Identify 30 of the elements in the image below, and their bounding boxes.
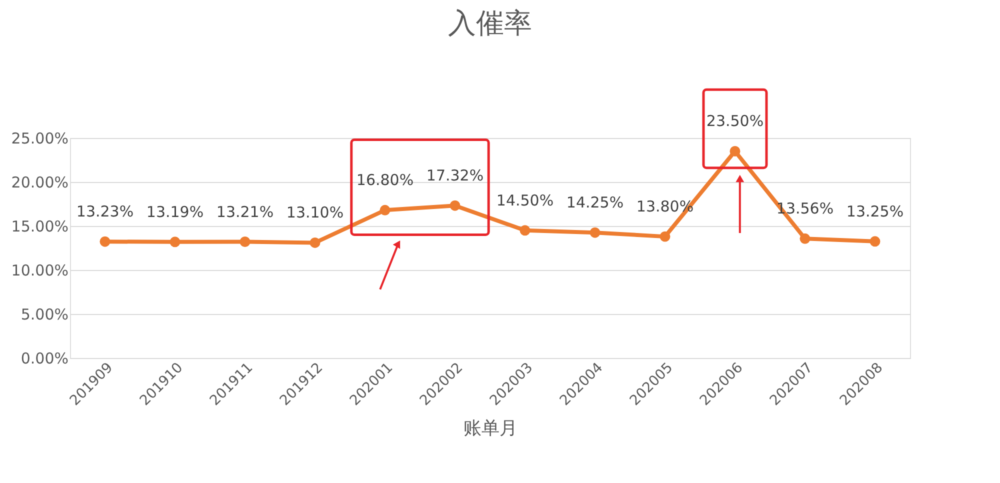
point: [870, 236, 880, 247]
y-tick-label: 0.00%: [20, 350, 68, 368]
data-label: 13.25%: [846, 202, 904, 220]
data-label: 17.32%: [426, 166, 484, 185]
y-tick-label: 10.00%: [11, 262, 68, 280]
point: [240, 236, 250, 247]
data-label: 13.23%: [76, 202, 134, 221]
point: [310, 237, 320, 248]
point: [730, 146, 740, 156]
y-tick-label: 20.00%: [11, 174, 68, 192]
data-label: 16.80%: [356, 171, 414, 190]
data-label: 23.50%: [706, 112, 764, 130]
y-tick-label: 5.00%: [20, 306, 68, 324]
point: [800, 233, 810, 244]
point: [100, 236, 110, 247]
point: [380, 204, 390, 216]
point: [450, 200, 460, 211]
data-label: 13.21%: [216, 202, 274, 221]
y-tick-label: 25.00%: [11, 130, 68, 148]
chart-title: 入催率: [448, 6, 532, 40]
x-axis-title: 账单月: [464, 418, 518, 440]
data-label: 13.19%: [146, 202, 204, 221]
data-label: 13.10%: [286, 204, 344, 222]
point: [660, 231, 670, 242]
point: [520, 225, 530, 236]
data-label: 14.50%: [496, 191, 554, 210]
data-label: 14.25%: [566, 194, 624, 212]
point: [590, 227, 600, 238]
point: [170, 236, 180, 248]
y-tick-label: 15.00%: [11, 218, 68, 236]
